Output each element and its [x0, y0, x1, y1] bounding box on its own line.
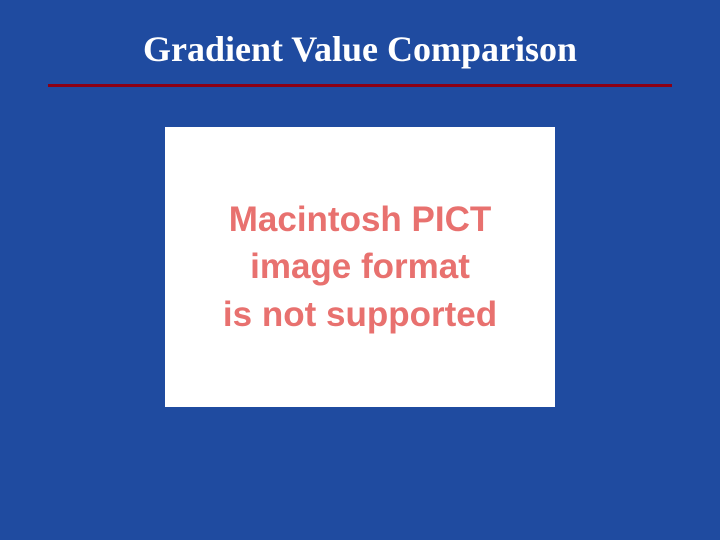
placeholder-message: Macintosh PICT image format is not suppo… — [223, 196, 497, 338]
title-divider — [48, 84, 672, 87]
placeholder-line-3: is not supported — [223, 291, 497, 338]
slide-container: Gradient Value Comparison Macintosh PICT… — [0, 0, 720, 540]
slide-title: Gradient Value Comparison — [48, 28, 672, 70]
placeholder-line-1: Macintosh PICT — [223, 196, 497, 243]
image-placeholder-box: Macintosh PICT image format is not suppo… — [165, 127, 555, 407]
placeholder-line-2: image format — [223, 243, 497, 290]
